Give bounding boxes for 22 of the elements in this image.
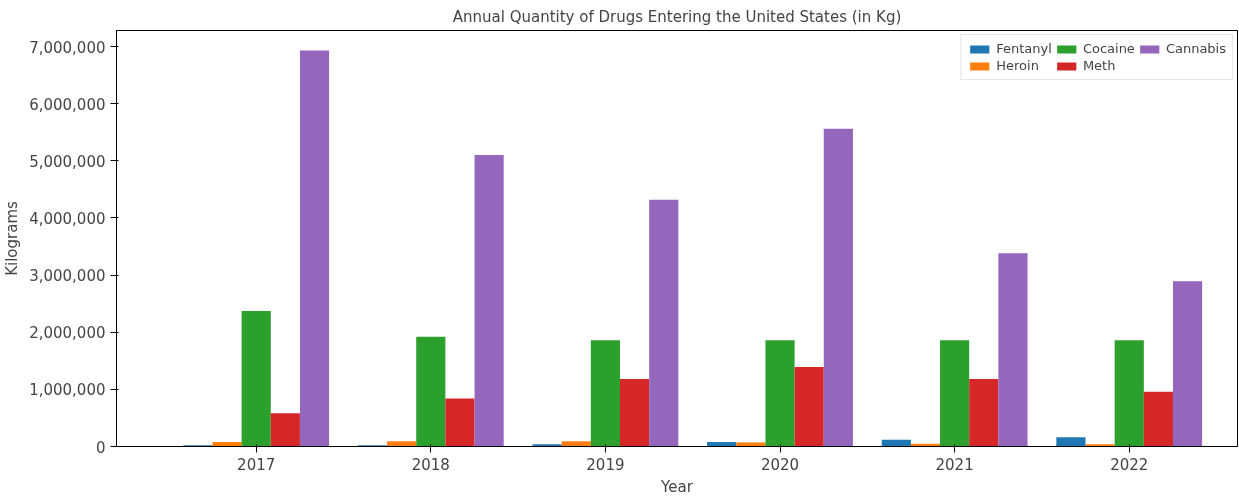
y-tick-label: 3,000,000 <box>29 267 106 286</box>
y-tick-label: 2,000,000 <box>29 324 106 343</box>
legend-label: Fentanyl <box>996 41 1052 56</box>
y-axis-title: Kilograms <box>3 200 22 276</box>
y-tick-label: 6,000,000 <box>29 95 106 114</box>
y-tick-label: 1,000,000 <box>29 381 106 400</box>
legend-label: Cannabis <box>1165 41 1226 56</box>
legend-label: Meth <box>1082 58 1116 73</box>
y-tick-label: 7,000,000 <box>29 38 106 57</box>
x-tick-label: 2018 <box>411 455 450 474</box>
x-tick-label: 2020 <box>760 455 800 474</box>
y-tick-label: 5,000,000 <box>29 152 106 171</box>
chart-title: Annual Quantity of Drugs Entering the United States (in Kg) <box>452 7 902 26</box>
legend-label: Cocaine <box>1082 41 1135 56</box>
x-tick-label: 2019 <box>586 455 625 474</box>
legend-label: Heroin <box>996 58 1039 73</box>
x-axis-title: Year <box>660 477 694 496</box>
y-tick-label: 4,000,000 <box>29 209 106 228</box>
y-tick-label: 0 <box>95 438 106 457</box>
x-tick-label: 2022 <box>1110 455 1149 474</box>
x-tick-label: 2017 <box>237 455 276 474</box>
x-tick-label: 2021 <box>935 455 974 474</box>
